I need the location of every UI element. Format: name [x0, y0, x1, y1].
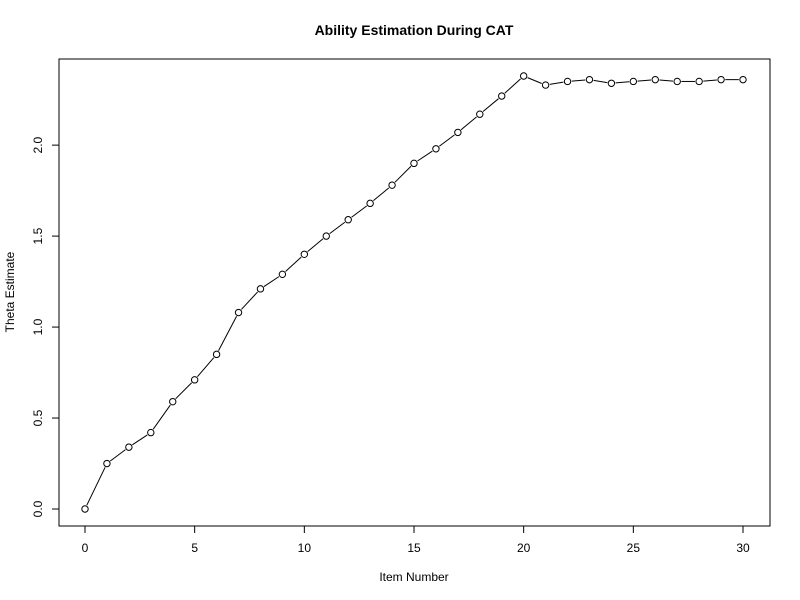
data-point: [234, 308, 243, 317]
y-tick-label: 1.0: [31, 318, 45, 335]
x-tick-label: 5: [191, 541, 198, 555]
series-segment: [241, 291, 258, 310]
series-segment: [615, 81, 630, 84]
data-point: [498, 92, 506, 100]
series-segment: [307, 238, 324, 252]
data-point: [673, 77, 681, 86]
y-tick-label: 0.0: [31, 500, 45, 517]
data-point: [388, 181, 396, 189]
series-segment: [152, 404, 171, 430]
series-segment: [593, 79, 608, 84]
y-tick-label: 2.0: [31, 136, 45, 153]
data-point: [563, 77, 572, 86]
data-point: [519, 72, 528, 80]
series-layer: [81, 72, 747, 513]
series-segment: [197, 357, 215, 377]
data-point: [278, 270, 287, 279]
series-segment: [438, 134, 455, 147]
series-segment: [482, 98, 499, 112]
plot-frame: [58, 58, 771, 527]
y-tick-label: 0.5: [31, 409, 45, 426]
series-segment: [109, 449, 126, 462]
series-segment: [218, 316, 238, 351]
x-tick-label: 30: [736, 541, 750, 555]
data-point: [212, 350, 221, 359]
data-point: [695, 77, 703, 86]
data-point: [366, 199, 374, 208]
series-segment: [417, 150, 433, 162]
data-point: [739, 75, 747, 84]
data-point: [256, 285, 265, 293]
data-point: [541, 81, 550, 89]
data-point: [81, 505, 89, 513]
x-tick-label: 25: [627, 541, 641, 555]
data-point: [607, 79, 616, 87]
data-point: [147, 428, 155, 437]
data-point: [476, 110, 484, 118]
data-point: [169, 397, 177, 406]
data-point: [125, 443, 133, 451]
data-point: [585, 75, 594, 84]
data-point: [300, 250, 309, 258]
data-point: [651, 75, 659, 84]
data-point: [454, 128, 462, 137]
series-segment: [329, 221, 346, 234]
series-segment: [132, 434, 148, 446]
data-point: [717, 75, 725, 84]
data-point: [410, 159, 418, 168]
data-point: [103, 459, 111, 468]
series-segment: [263, 276, 280, 287]
series-segment: [504, 78, 521, 94]
data-point: [344, 216, 352, 224]
data-point: [190, 376, 199, 384]
data-point: [432, 145, 440, 153]
data-point: [322, 232, 330, 240]
x-tick-label: 0: [82, 541, 89, 555]
x-axis: 0 5 10 15 20 25 30: [82, 525, 750, 555]
series-segment: [527, 77, 542, 84]
y-axis: 0.0 0.5 1.0 1.5 2.0: [31, 136, 60, 517]
series-segment: [175, 382, 193, 400]
y-tick-label: 1.5: [31, 227, 45, 244]
series-segment: [549, 81, 564, 85]
series-segment: [373, 187, 390, 202]
x-tick-label: 15: [407, 541, 421, 555]
x-axis-label: Item Number: [379, 570, 448, 584]
series-segment: [351, 205, 368, 218]
series-segment: [285, 256, 302, 272]
series-segment: [703, 79, 717, 82]
x-tick-label: 10: [298, 541, 312, 555]
series-segment: [659, 79, 674, 82]
x-tick-label: 20: [517, 541, 531, 555]
series-segment: [571, 79, 586, 82]
y-axis-label: Theta Estimate: [3, 251, 17, 332]
series-segment: [460, 116, 477, 131]
series-segment: [86, 467, 106, 506]
series-segment: [394, 165, 412, 183]
data-point: [629, 77, 638, 86]
series-segment: [637, 79, 652, 82]
chart-title: Ability Estimation During CAT: [315, 22, 514, 38]
